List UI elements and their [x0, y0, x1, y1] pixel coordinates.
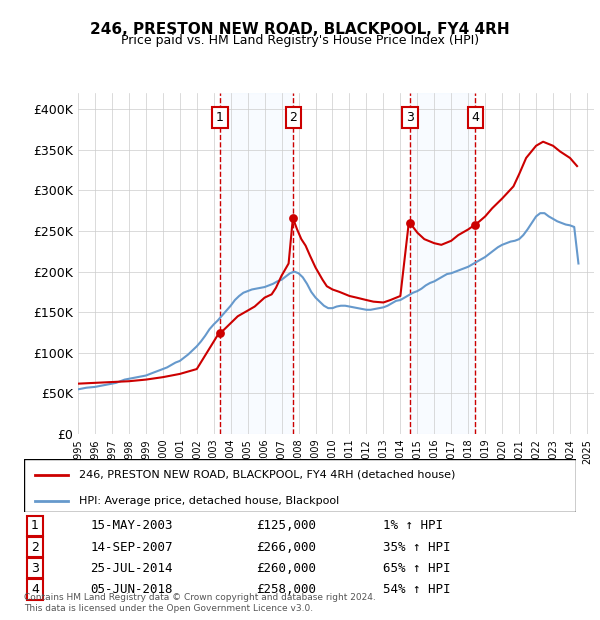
- Text: £125,000: £125,000: [256, 520, 316, 533]
- Bar: [220, 93, 293, 434]
- Text: Contains HM Land Registry data © Crown copyright and database right 2024.
This d: Contains HM Land Registry data © Crown c…: [24, 593, 376, 613]
- Point: [405, 218, 415, 228]
- Text: 246, PRESTON NEW ROAD, BLACKPOOL, FY4 4RH (detached house): 246, PRESTON NEW ROAD, BLACKPOOL, FY4 4R…: [79, 469, 455, 480]
- FancyBboxPatch shape: [24, 459, 576, 512]
- Text: £258,000: £258,000: [256, 583, 316, 596]
- Point: [289, 213, 298, 223]
- Bar: [410, 93, 475, 434]
- Text: 4: 4: [31, 583, 39, 596]
- Text: 25-JUL-2014: 25-JUL-2014: [90, 562, 173, 575]
- Text: 35% ↑ HPI: 35% ↑ HPI: [383, 541, 450, 554]
- Text: 1% ↑ HPI: 1% ↑ HPI: [383, 520, 443, 533]
- Text: 65% ↑ HPI: 65% ↑ HPI: [383, 562, 450, 575]
- Text: 246, PRESTON NEW ROAD, BLACKPOOL, FY4 4RH: 246, PRESTON NEW ROAD, BLACKPOOL, FY4 4R…: [90, 22, 510, 37]
- Text: 2: 2: [31, 541, 39, 554]
- Text: 3: 3: [31, 562, 39, 575]
- Text: £260,000: £260,000: [256, 562, 316, 575]
- Text: HPI: Average price, detached house, Blackpool: HPI: Average price, detached house, Blac…: [79, 496, 340, 506]
- Text: 1: 1: [216, 111, 224, 124]
- Text: 1: 1: [31, 520, 39, 533]
- Text: 54% ↑ HPI: 54% ↑ HPI: [383, 583, 450, 596]
- Point: [215, 327, 225, 337]
- Text: £266,000: £266,000: [256, 541, 316, 554]
- Text: 05-JUN-2018: 05-JUN-2018: [90, 583, 173, 596]
- Text: 4: 4: [472, 111, 479, 124]
- Point: [470, 219, 480, 229]
- Text: 15-MAY-2003: 15-MAY-2003: [90, 520, 173, 533]
- Text: 14-SEP-2007: 14-SEP-2007: [90, 541, 173, 554]
- Text: Price paid vs. HM Land Registry's House Price Index (HPI): Price paid vs. HM Land Registry's House …: [121, 34, 479, 47]
- Text: 2: 2: [290, 111, 298, 124]
- Text: 3: 3: [406, 111, 414, 124]
